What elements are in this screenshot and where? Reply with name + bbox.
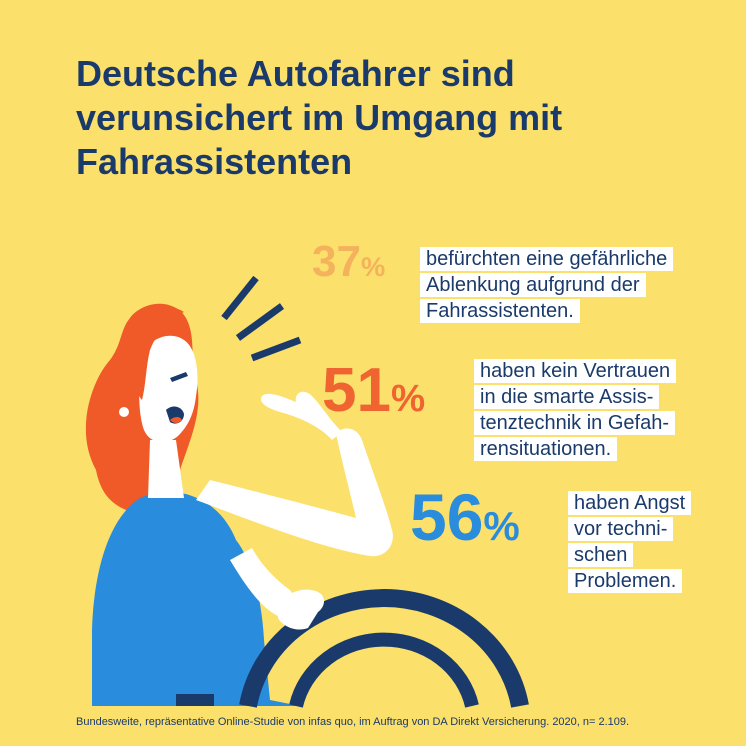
stat-description: befürchten eine gefährliche Ablenkung auf… xyxy=(420,246,674,324)
steering-wheel-icon xyxy=(239,589,529,708)
alarm-lines-icon xyxy=(221,275,302,362)
hand-shape xyxy=(260,391,342,440)
source-footnote: Bundesweite, repräsentative Online-Studi… xyxy=(76,716,630,728)
neck-shape xyxy=(148,440,184,498)
shirt-shape xyxy=(92,491,300,706)
stat-percentage: 56% xyxy=(410,480,520,554)
stat-percentage: 51% xyxy=(322,356,426,425)
raised-arm-shape xyxy=(196,428,393,557)
stat-percentage: 37% xyxy=(312,237,386,286)
page-title: Deutsche Autofahrer sind verunsichert im… xyxy=(76,53,563,182)
stat-description: haben kein Vertrauen in die smarte Assis-… xyxy=(474,358,677,462)
earring-icon xyxy=(119,407,129,417)
wheel-hand-shape xyxy=(278,589,324,630)
stat-description: haben Angst vor techni-schen Problemen. xyxy=(568,490,692,594)
